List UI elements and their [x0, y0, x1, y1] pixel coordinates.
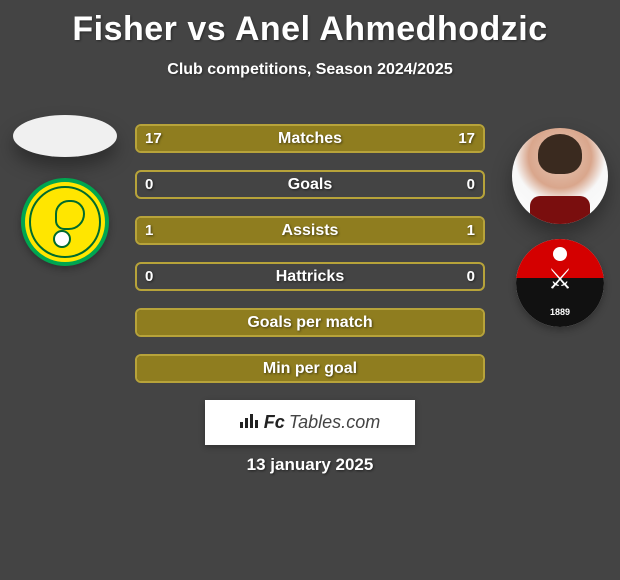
left-column: [10, 115, 120, 266]
stat-bars: 17 Matches 17 0 Goals 0 1 Assists 1 0 Hattricks 0 Go…: [135, 124, 485, 383]
brand-chart-icon: [240, 412, 260, 433]
stat-bar: 0 Goals 0: [135, 170, 485, 199]
stat-bar: Goals per match: [135, 308, 485, 337]
swords-icon: ⚔: [547, 263, 572, 296]
player-photo-left: [13, 115, 117, 157]
crest-year: 1889: [516, 307, 604, 317]
club-crest-sheffield: ⚔ 1889: [516, 239, 604, 327]
stat-label: Goals: [288, 176, 332, 194]
stat-value-right: 0: [467, 268, 475, 285]
right-column: ⚔ 1889: [510, 128, 610, 327]
brand-prefix: Fc: [264, 412, 285, 433]
stat-bar: 1 Assists 1: [135, 216, 485, 245]
stat-label: Hattricks: [276, 268, 344, 286]
date: 13 january 2025: [0, 455, 620, 475]
subtitle: Club competitions, Season 2024/2025: [0, 61, 620, 79]
stat-label: Min per goal: [263, 360, 357, 378]
player-photo-right: [512, 128, 608, 224]
brand-suffix: Tables.com: [289, 412, 380, 433]
stat-label: Goals per match: [247, 314, 372, 332]
stat-bar: 0 Hattricks 0: [135, 262, 485, 291]
ball-icon: [53, 230, 71, 248]
stat-bar: Min per goal: [135, 354, 485, 383]
stat-label: Matches: [278, 130, 342, 148]
stat-value-right: 0: [467, 176, 475, 193]
page-title: Fisher vs Anel Ahmedhodzic: [0, 0, 620, 49]
stat-value-right: 1: [467, 222, 475, 239]
stat-value-right: 17: [458, 130, 475, 147]
stat-label: Assists: [282, 222, 339, 240]
stat-value-left: 0: [145, 268, 153, 285]
stat-value-left: 1: [145, 222, 153, 239]
club-crest-norwich: [21, 178, 109, 266]
brand-box: FcTables.com: [205, 400, 415, 445]
rose-icon: [553, 247, 567, 261]
stat-value-left: 17: [145, 130, 162, 147]
stat-value-left: 0: [145, 176, 153, 193]
stat-bar: 17 Matches 17: [135, 124, 485, 153]
